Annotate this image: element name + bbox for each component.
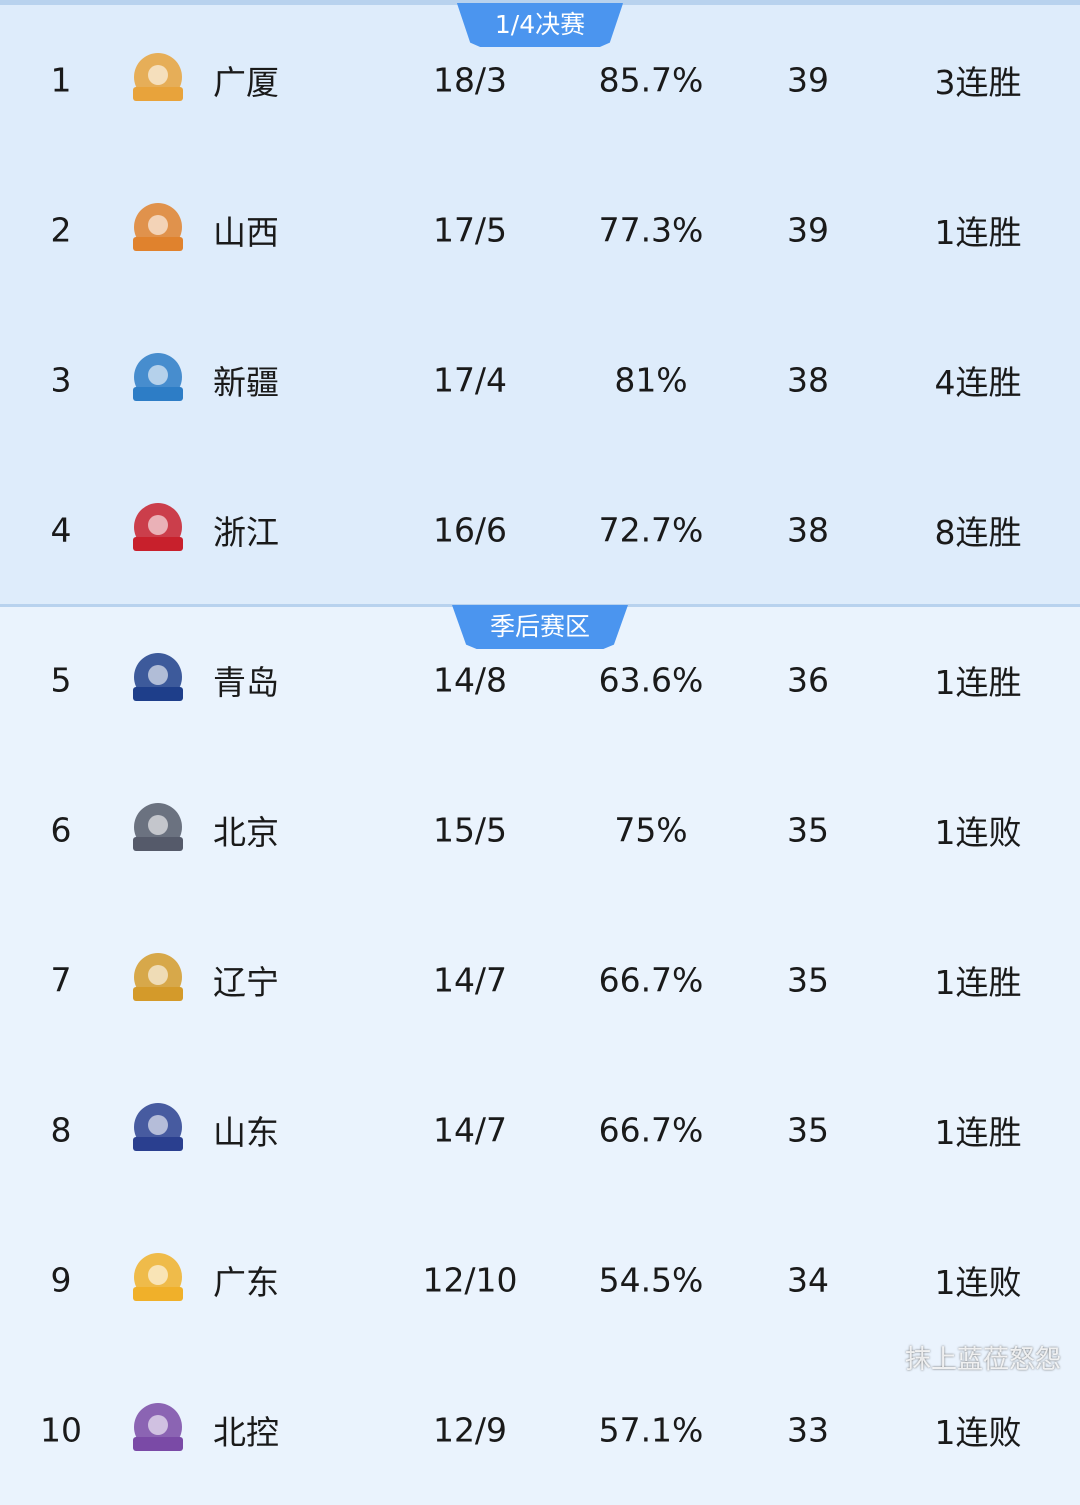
team-logo-icon bbox=[125, 497, 191, 563]
rank: 2 bbox=[50, 210, 72, 250]
watermark: 抹上蓝莅怒怨 bbox=[905, 1345, 1062, 1375]
streak: 1连败 bbox=[934, 1413, 1022, 1452]
team-logo-icon bbox=[125, 47, 191, 113]
win-pct: 57.1% bbox=[598, 1410, 704, 1450]
win-pct: 66.7% bbox=[598, 960, 704, 1000]
standings-row[interactable]: 5 青岛 14/8 63.6% 36 1连胜 bbox=[0, 605, 1080, 755]
win-loss: 15/5 bbox=[432, 810, 508, 850]
team-name: 新疆 bbox=[213, 363, 279, 402]
team-logo-icon bbox=[125, 1097, 191, 1163]
win-pct: 75% bbox=[614, 810, 688, 850]
team-logo-icon bbox=[125, 797, 191, 863]
win-pct: 66.7% bbox=[598, 1110, 704, 1150]
win-loss: 17/4 bbox=[432, 360, 508, 400]
rank: 10 bbox=[40, 1410, 82, 1450]
standings-row[interactable]: 1 广厦 18/3 85.7% 39 3连胜 bbox=[0, 5, 1080, 155]
streak: 3连胜 bbox=[934, 63, 1022, 102]
points: 38 bbox=[787, 360, 829, 400]
streak: 4连胜 bbox=[934, 363, 1022, 402]
rank: 4 bbox=[50, 510, 72, 550]
team-logo-icon bbox=[125, 1247, 191, 1313]
streak: 8连胜 bbox=[934, 513, 1022, 552]
rank: 9 bbox=[50, 1260, 72, 1300]
standings-row[interactable]: 10 北控 12/9 57.1% 33 1连败 bbox=[0, 1355, 1080, 1505]
rank: 1 bbox=[50, 60, 72, 100]
win-pct: 54.5% bbox=[598, 1260, 704, 1300]
win-loss: 14/7 bbox=[432, 1110, 508, 1150]
win-loss: 12/10 bbox=[422, 1260, 518, 1300]
team-logo-icon bbox=[125, 1397, 191, 1463]
team-name: 北京 bbox=[213, 813, 279, 852]
rank: 5 bbox=[50, 660, 72, 700]
section-label-playoff: 季后赛区 bbox=[451, 605, 629, 649]
points: 38 bbox=[787, 510, 829, 550]
team-name: 浙江 bbox=[213, 513, 279, 552]
points: 35 bbox=[787, 1110, 829, 1150]
win-pct: 81% bbox=[614, 360, 688, 400]
win-pct: 85.7% bbox=[598, 60, 704, 100]
team-logo-icon bbox=[125, 947, 191, 1013]
win-loss: 18/3 bbox=[432, 60, 508, 100]
team-name: 辽宁 bbox=[213, 963, 279, 1002]
streak: 1连胜 bbox=[934, 963, 1022, 1002]
standings-row[interactable]: 8 山东 14/7 66.7% 35 1连胜 bbox=[0, 1055, 1080, 1205]
standings-row[interactable]: 7 辽宁 14/7 66.7% 35 1连胜 bbox=[0, 905, 1080, 1055]
standings-row[interactable]: 4 浙江 16/6 72.7% 38 8连胜 bbox=[0, 455, 1080, 605]
win-pct: 63.6% bbox=[598, 660, 704, 700]
streak: 1连败 bbox=[934, 813, 1022, 852]
team-name: 广东 bbox=[213, 1263, 279, 1302]
rank: 7 bbox=[50, 960, 72, 1000]
streak: 1连胜 bbox=[934, 1113, 1022, 1152]
team-name: 青岛 bbox=[213, 663, 279, 702]
team-name: 北控 bbox=[213, 1413, 279, 1452]
rank: 3 bbox=[50, 360, 72, 400]
win-loss: 14/8 bbox=[432, 660, 508, 700]
points: 34 bbox=[787, 1260, 829, 1300]
win-loss: 12/9 bbox=[432, 1410, 508, 1450]
win-pct: 72.7% bbox=[598, 510, 704, 550]
points: 39 bbox=[787, 210, 829, 250]
standings-row[interactable]: 6 北京 15/5 75% 35 1连败 bbox=[0, 755, 1080, 905]
playoff-zone: 季后赛区 bbox=[0, 604, 1080, 1456]
streak: 1连胜 bbox=[934, 213, 1022, 252]
points: 35 bbox=[787, 960, 829, 1000]
win-loss: 17/5 bbox=[432, 210, 508, 250]
standings-row[interactable]: 9 广东 12/10 54.5% 34 1连败 bbox=[0, 1205, 1080, 1355]
rank: 6 bbox=[50, 810, 72, 850]
team-logo-icon bbox=[125, 197, 191, 263]
team-name: 山西 bbox=[213, 213, 279, 252]
standings-row[interactable]: 3 新疆 17/4 81% 38 4连胜 bbox=[0, 305, 1080, 455]
points: 33 bbox=[787, 1410, 829, 1450]
points: 35 bbox=[787, 810, 829, 850]
points: 36 bbox=[787, 660, 829, 700]
team-logo-icon bbox=[125, 347, 191, 413]
win-pct: 77.3% bbox=[598, 210, 704, 250]
points: 39 bbox=[787, 60, 829, 100]
win-loss: 14/7 bbox=[432, 960, 508, 1000]
standings-row[interactable]: 2 山西 17/5 77.3% 39 1连胜 bbox=[0, 155, 1080, 305]
rank: 8 bbox=[50, 1110, 72, 1150]
section-label-quarterfinal: 1/4决赛 bbox=[456, 3, 624, 47]
win-loss: 16/6 bbox=[432, 510, 508, 550]
team-name: 山东 bbox=[213, 1113, 279, 1152]
streak: 1连胜 bbox=[934, 663, 1022, 702]
team-logo-icon bbox=[125, 647, 191, 713]
streak: 1连败 bbox=[934, 1263, 1022, 1302]
team-name: 广厦 bbox=[213, 63, 279, 102]
